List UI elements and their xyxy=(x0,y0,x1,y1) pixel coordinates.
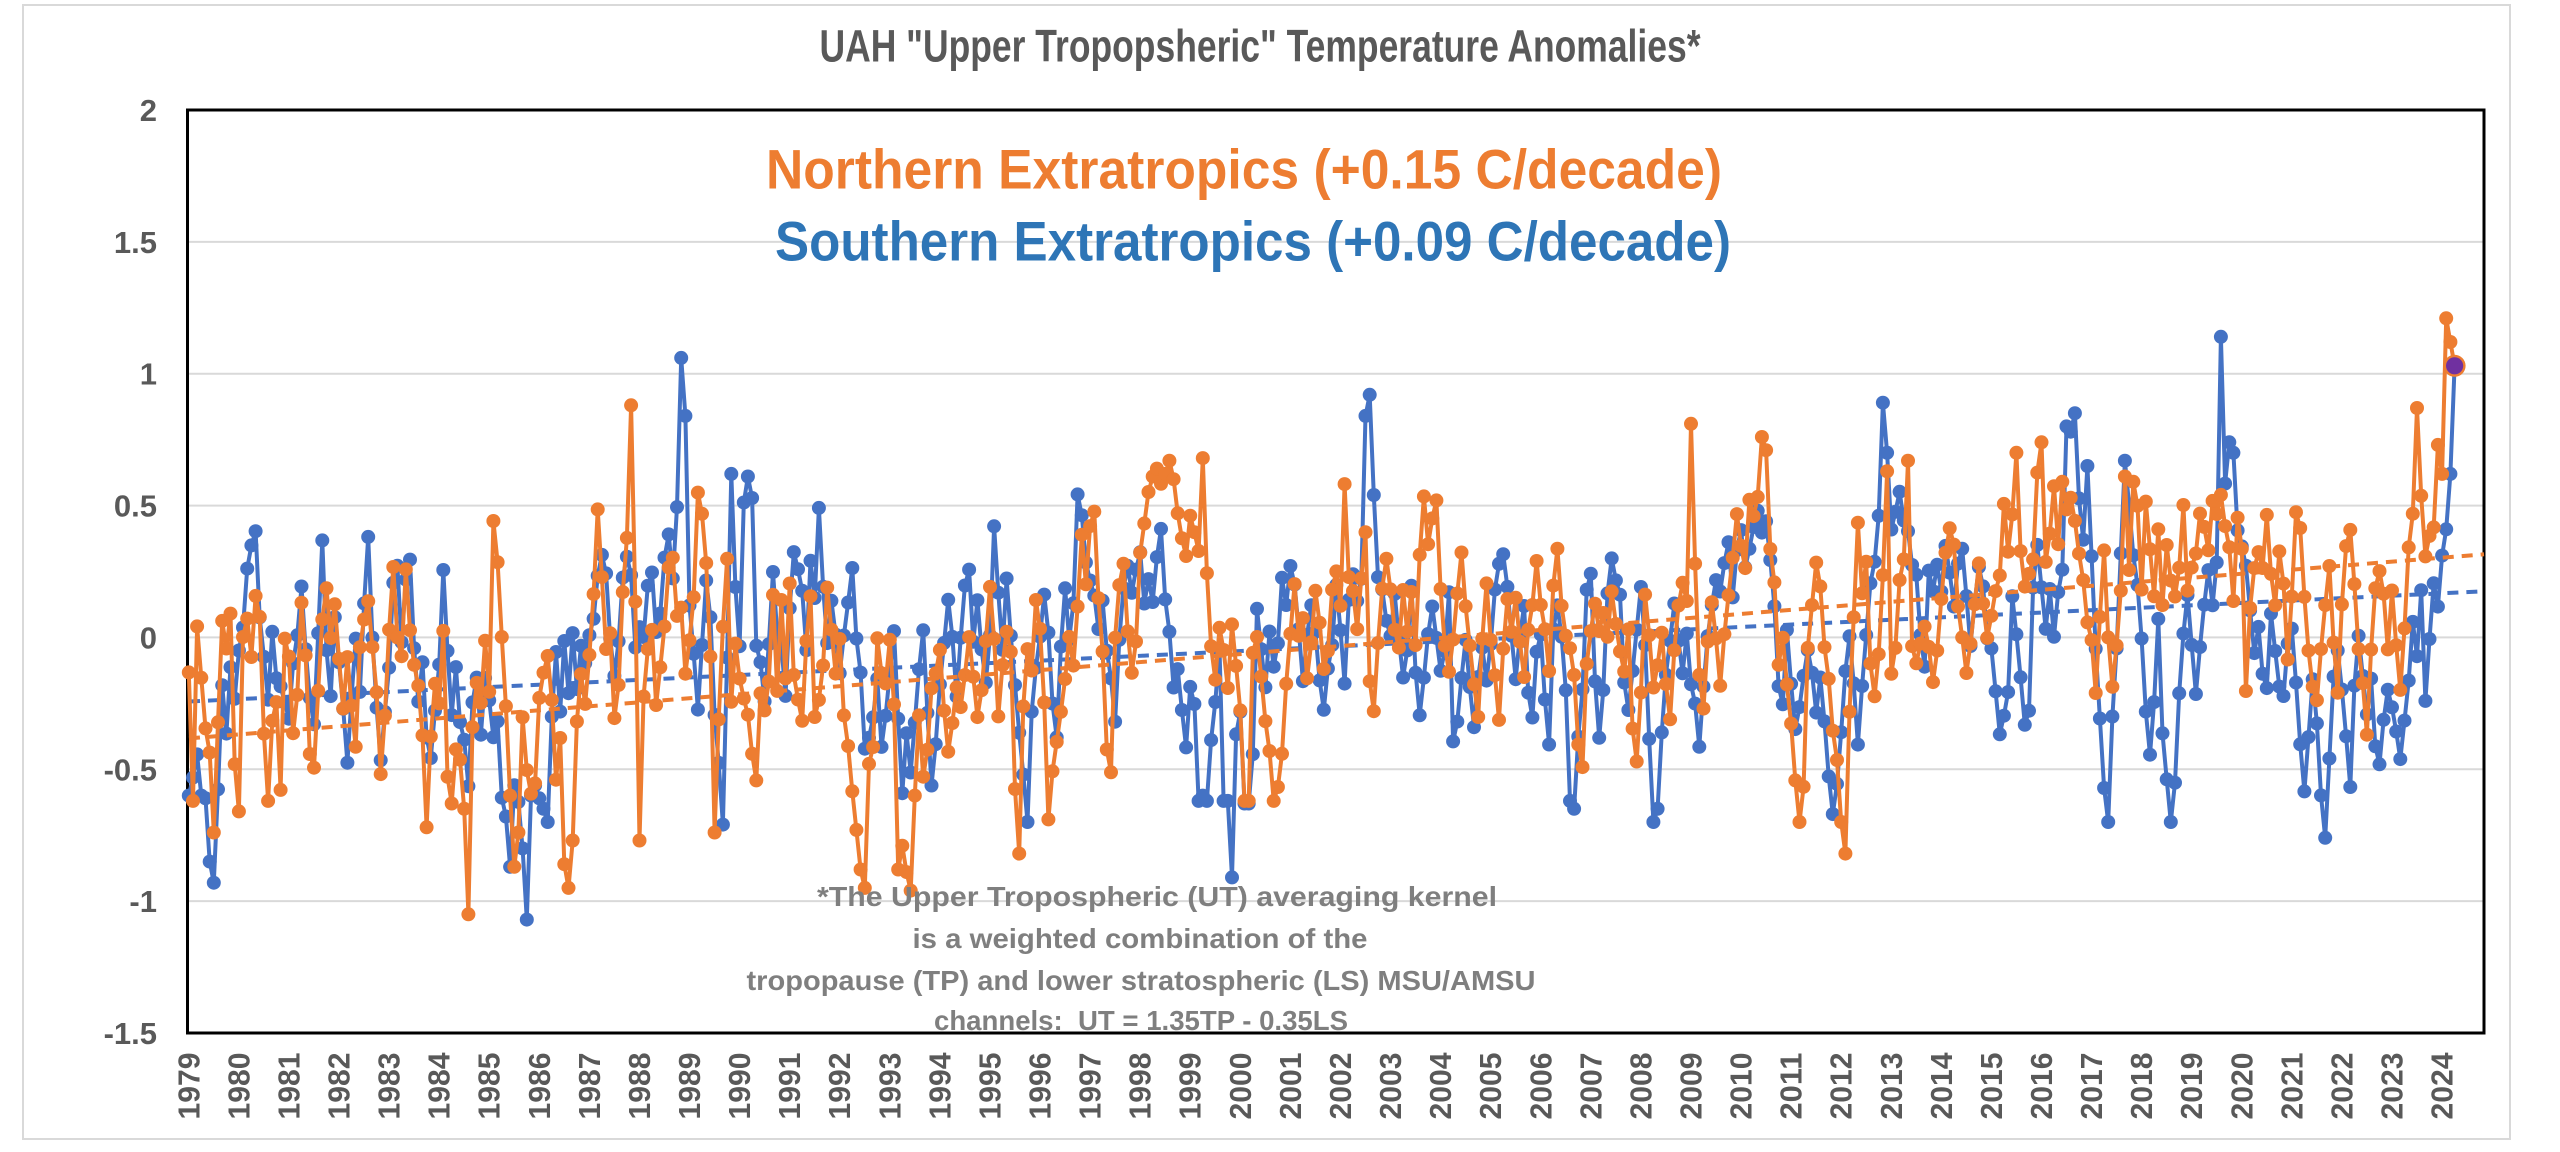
svg-text:1988: 1988 xyxy=(622,1053,657,1120)
svg-text:2010: 2010 xyxy=(1724,1053,1759,1120)
svg-text:2024: 2024 xyxy=(2425,1052,2460,1120)
svg-text:1.5: 1.5 xyxy=(114,225,157,260)
svg-text:2017: 2017 xyxy=(2074,1053,2109,1120)
svg-text:2006: 2006 xyxy=(1523,1053,1558,1120)
svg-text:tropopause (TP) and lower stra: tropopause (TP) and lower stratospheric … xyxy=(747,965,1536,996)
svg-text:2021: 2021 xyxy=(2274,1053,2309,1120)
svg-text:2012: 2012 xyxy=(1824,1053,1859,1120)
svg-text:2013: 2013 xyxy=(1874,1053,1909,1120)
svg-text:2014: 2014 xyxy=(1924,1052,1959,1120)
svg-text:1982: 1982 xyxy=(322,1053,357,1120)
svg-text:2001: 2001 xyxy=(1273,1053,1308,1120)
svg-text:2005: 2005 xyxy=(1473,1053,1508,1120)
svg-text:2011: 2011 xyxy=(1774,1053,1809,1120)
svg-text:-1: -1 xyxy=(129,884,157,919)
svg-text:2003: 2003 xyxy=(1373,1053,1408,1120)
svg-text:2007: 2007 xyxy=(1573,1053,1608,1120)
svg-text:channels: UT = 1.35TP - 0.35L: channels: UT = 1.35TP - 0.35LS xyxy=(934,1005,1348,1036)
svg-text:1990: 1990 xyxy=(722,1053,757,1120)
svg-text:UAH "Upper Tropopsheric" Tempe: UAH "Upper Tropopsheric" Temperature Ano… xyxy=(820,21,1701,72)
svg-text:1984: 1984 xyxy=(422,1052,457,1120)
svg-text:2008: 2008 xyxy=(1623,1053,1658,1120)
svg-text:Northern Extratropics (+0.15 C: Northern Extratropics (+0.15 C/decade) xyxy=(766,138,1722,201)
svg-text:2022: 2022 xyxy=(2324,1053,2359,1120)
svg-text:2009: 2009 xyxy=(1674,1053,1709,1120)
svg-text:1981: 1981 xyxy=(271,1053,306,1120)
svg-text:2019: 2019 xyxy=(2174,1053,2209,1120)
svg-text:1999: 1999 xyxy=(1173,1053,1208,1120)
svg-text:2020: 2020 xyxy=(2224,1053,2259,1120)
svg-text:1992: 1992 xyxy=(822,1053,857,1120)
svg-text:2002: 2002 xyxy=(1323,1053,1358,1120)
svg-text:-1.5: -1.5 xyxy=(104,1016,157,1051)
svg-text:1991: 1991 xyxy=(772,1053,807,1120)
svg-text:1986: 1986 xyxy=(522,1053,557,1120)
svg-text:-0.5: -0.5 xyxy=(104,752,157,787)
svg-text:2018: 2018 xyxy=(2124,1053,2159,1120)
svg-text:2015: 2015 xyxy=(1974,1052,2009,1119)
svg-text:1989: 1989 xyxy=(672,1053,707,1120)
svg-text:1998: 1998 xyxy=(1123,1053,1158,1120)
svg-text:1997: 1997 xyxy=(1073,1053,1108,1120)
svg-text:1995: 1995 xyxy=(973,1053,1008,1120)
svg-text:1985: 1985 xyxy=(472,1053,507,1120)
svg-text:is a weighted combination of t: is a weighted combination of the xyxy=(913,923,1368,954)
svg-text:Southern Extratropics (+0.09 C: Southern Extratropics (+0.09 C/decade) xyxy=(775,210,1731,273)
svg-text:2023: 2023 xyxy=(2375,1053,2410,1120)
svg-text:2004: 2004 xyxy=(1423,1052,1458,1120)
svg-text:1987: 1987 xyxy=(572,1053,607,1120)
svg-text:1979: 1979 xyxy=(171,1053,206,1120)
svg-text:2: 2 xyxy=(140,93,157,128)
svg-text:2000: 2000 xyxy=(1223,1053,1258,1120)
svg-text:1: 1 xyxy=(140,357,157,392)
svg-text:*The Upper Tropospheric (UT) a: *The Upper Tropospheric (UT) averaging k… xyxy=(817,881,1497,912)
svg-text:1983: 1983 xyxy=(372,1053,407,1120)
svg-text:2016: 2016 xyxy=(2024,1053,2059,1120)
svg-text:1980: 1980 xyxy=(221,1053,256,1120)
svg-text:1994: 1994 xyxy=(922,1052,957,1120)
svg-text:0.5: 0.5 xyxy=(114,489,157,524)
svg-text:0: 0 xyxy=(140,620,157,655)
svg-text:1996: 1996 xyxy=(1023,1053,1058,1120)
svg-text:1993: 1993 xyxy=(872,1053,907,1120)
